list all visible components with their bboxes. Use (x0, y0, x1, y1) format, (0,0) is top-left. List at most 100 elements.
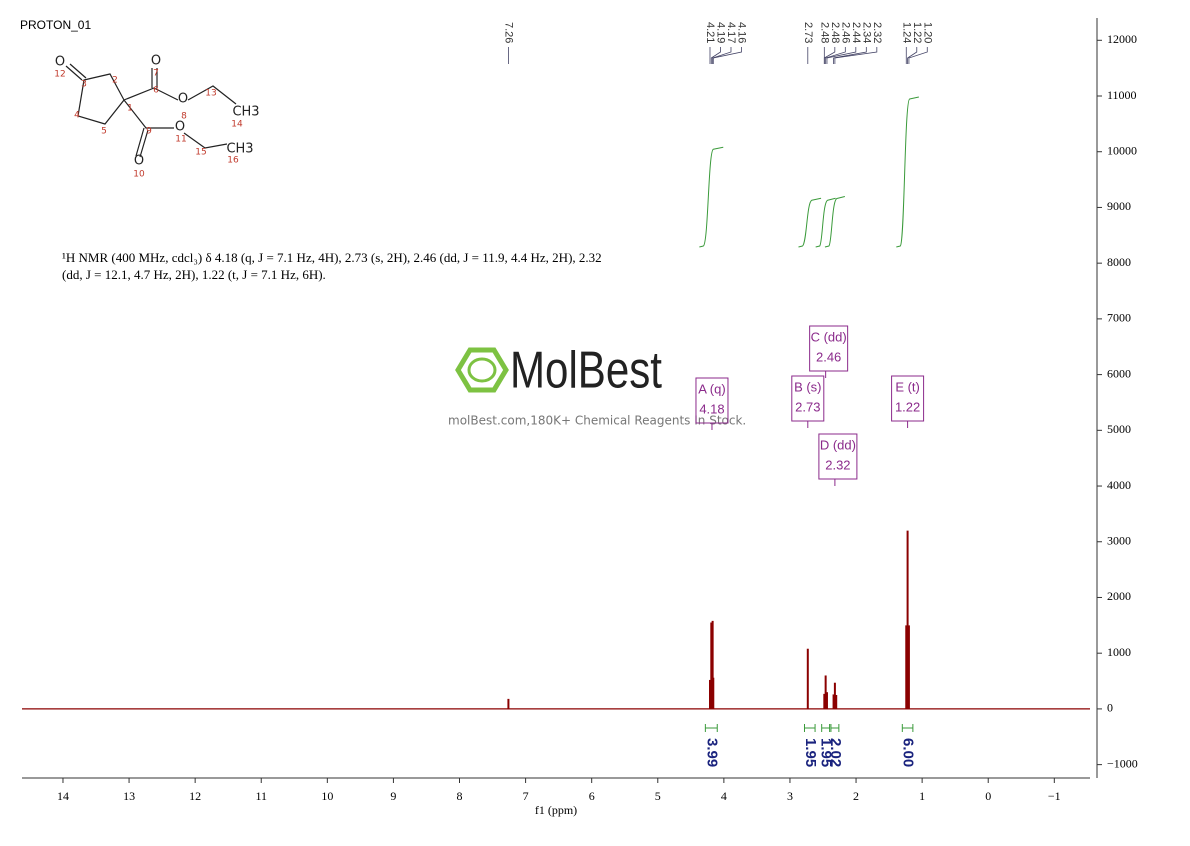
logo (455, 347, 509, 393)
multiplet-box (818, 433, 858, 480)
peak-label: 4.17 (725, 22, 737, 43)
description: ¹H NMR (400 MHz, cdcl₃) δ 4.18 (q, J = 7… (62, 250, 602, 265)
peak-label: 4.16 (736, 22, 748, 43)
atom-number: 13 (205, 89, 216, 99)
atom-label: O (151, 54, 161, 69)
y-tick-label: 12000 (1107, 32, 1137, 46)
watermark-slogan: molBest.com,180K+ Chemical Reagents In S… (448, 414, 746, 428)
x-tick-label: 14 (57, 789, 69, 803)
peak-label: 2.34 (860, 22, 872, 43)
peak-label: 2.32 (871, 22, 883, 43)
y-tick-label: 2000 (1107, 589, 1131, 603)
atom-label: O (175, 120, 185, 135)
peak-connector (834, 47, 878, 64)
y-tick-label: 3000 (1107, 534, 1131, 548)
atom-label: O (178, 92, 188, 107)
integral-label: 1.95 (802, 738, 819, 767)
x-tick-label: 8 (457, 789, 463, 803)
x-tick-label: 5 (655, 789, 661, 803)
multiplet-shift: 2.46 (816, 349, 841, 364)
integral-curve (798, 197, 822, 248)
peak-label: 1.20 (921, 22, 933, 43)
peak-connector (712, 47, 742, 64)
peak-connector (825, 47, 846, 64)
y-tick-label: 1000 (1107, 645, 1131, 659)
multiplet-shift: 1.22 (895, 399, 920, 414)
y-tick-label: 9000 (1107, 199, 1131, 213)
atom-number: 16 (227, 156, 239, 166)
peak-connector (823, 47, 836, 64)
x-tick-label: 9 (390, 789, 396, 803)
peak-label: 7.26 (503, 22, 515, 43)
integral-bracket (830, 724, 840, 732)
x-axis-label: f1 (ppm) (535, 803, 577, 817)
y-tick-label: 4000 (1107, 478, 1131, 492)
y-tick-label: 11000 (1107, 88, 1137, 102)
atom-number: 2 (112, 76, 118, 86)
description: (dd, J = 12.1, 4.7 Hz, 2H), 1.22 (t, J =… (62, 267, 326, 282)
x-tick-label: 6 (589, 789, 595, 803)
atom-number: 12 (54, 70, 65, 80)
x-tick-label: 7 (523, 789, 529, 803)
peak-connector (907, 47, 918, 64)
peak-label: 1.22 (911, 22, 923, 43)
atom-number: 14 (231, 120, 243, 130)
x-tick-label: 0 (985, 789, 991, 803)
x-tick-label: 1 (919, 789, 925, 803)
x-tick-label: 4 (721, 789, 727, 803)
peak-connector (712, 47, 732, 64)
atom-number: 9 (146, 127, 152, 137)
peak-connector (826, 47, 857, 64)
structure-bonds (65, 63, 237, 158)
integral-label: 6.00 (900, 738, 917, 767)
integral-curve (699, 146, 724, 248)
y-tick-label: 7000 (1107, 311, 1131, 325)
y-tick-label: 0 (1107, 701, 1113, 715)
watermark-brand: MolBest (510, 342, 662, 400)
peak-label: 2.48 (829, 22, 841, 43)
atom-number: 3 (81, 80, 87, 90)
x-tick-label: 13 (123, 789, 135, 803)
integral-label: 3.99 (703, 738, 720, 767)
x-tick-label: 11 (255, 789, 267, 803)
integral-curve (815, 197, 836, 248)
atom-number: 6 (153, 86, 159, 96)
integral-label: 2.02 (827, 738, 844, 767)
x-tick-label: −1 (1048, 789, 1061, 803)
atom-label: O (55, 55, 65, 70)
peak-connector (908, 47, 928, 64)
y-tick-label: 8000 (1107, 255, 1131, 269)
peak-label: 2.48 (818, 22, 830, 43)
atom-label: CH3 (226, 142, 253, 157)
peak-label: 2.46 (839, 22, 851, 43)
multiplet-label: E (t) (895, 379, 920, 394)
x-tick-label: 2 (853, 789, 859, 803)
atom-number: 11 (175, 135, 186, 145)
peak-label: 2.73 (802, 22, 814, 43)
peak-label: 4.19 (715, 22, 727, 43)
multiplet-label: D (dd) (820, 437, 856, 452)
integral-label: 1.95 (818, 738, 835, 767)
integral-bracket (901, 724, 914, 732)
integral-bracket (821, 724, 831, 732)
multiplet-label: B (s) (794, 379, 821, 394)
chart-title: PROTON_01 (20, 18, 91, 32)
atom-number: 7 (153, 69, 159, 79)
peak-label: 4.21 (704, 22, 716, 43)
multiplet-shift: 4.18 (699, 401, 724, 416)
atom-number: 1 (127, 104, 133, 114)
y-tick-label: 5000 (1107, 422, 1131, 436)
y-tick-label: 10000 (1107, 143, 1137, 157)
multiplet-label: C (dd) (811, 329, 847, 344)
integral-bracket (803, 724, 816, 732)
y-tick-label: −1000 (1107, 756, 1138, 770)
x-tick-label: 12 (189, 789, 201, 803)
atom-number: 4 (74, 111, 80, 121)
peak-connector (710, 47, 721, 64)
atom-number: 10 (133, 170, 145, 180)
multiplet-label: A (q) (698, 381, 725, 396)
multiplet-shift: 2.73 (795, 399, 820, 414)
multiplet-box (809, 325, 849, 372)
